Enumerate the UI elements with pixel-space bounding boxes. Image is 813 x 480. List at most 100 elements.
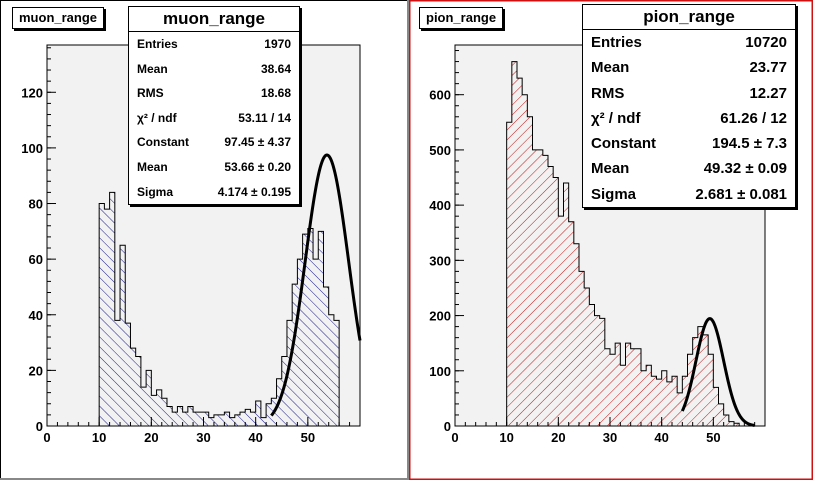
histogram-bin — [708, 354, 714, 426]
histogram-bin — [517, 78, 523, 426]
stats-row: Mean 49.32 ± 0.09 — [583, 156, 795, 181]
histogram-bin — [255, 400, 261, 426]
stats-label: Sigma — [591, 185, 637, 203]
y-tick-label: 40 — [29, 308, 43, 323]
stats-row: Sigma 4.174 ± 0.195 — [129, 180, 299, 205]
histogram-bin — [610, 354, 616, 426]
stats-label: Sigma — [137, 184, 174, 199]
histogram-bin — [511, 61, 517, 426]
histogram-bin — [661, 370, 667, 426]
histogram-bin — [620, 365, 626, 426]
stats-label: Mean — [137, 159, 168, 174]
histogram-bin — [718, 403, 724, 426]
histogram-bin — [734, 423, 740, 426]
histogram-bin — [641, 370, 647, 426]
stats-value: 53.66 ± 0.20 — [224, 159, 291, 174]
stats-label: χ² / ndf — [137, 110, 177, 125]
histogram-bin — [728, 421, 734, 426]
histogram-bin — [542, 155, 548, 426]
histogram-bin — [240, 412, 246, 426]
x-tick-label: 40 — [248, 430, 262, 445]
histogram-bin — [646, 365, 652, 426]
histogram-bin — [527, 116, 533, 427]
histogram-bin — [213, 414, 220, 426]
histogram-bin — [266, 403, 272, 426]
histogram-bin — [161, 398, 167, 426]
histogram-bin — [198, 412, 204, 426]
histogram-bin — [234, 414, 241, 426]
stats-value: 38.64 — [260, 61, 291, 76]
x-tick-label: 50 — [301, 430, 315, 445]
histogram-bin — [193, 412, 199, 426]
stats-row: χ² / ndf 53.11 / 14 — [129, 106, 299, 131]
y-tick-label: 300 — [429, 253, 451, 268]
stats-row: RMS 18.68 — [129, 81, 299, 106]
pion-range-pad[interactable]: 0 10 20 30 40 50 0 100 200 300 400 500 600 pion_rang… — [409, 0, 813, 480]
histogram-outline — [98, 191, 340, 426]
stats-row: Constant 97.45 ± 4.37 — [129, 130, 299, 155]
histogram-bin — [568, 221, 574, 426]
x-tick-label: 10 — [499, 430, 513, 445]
histogram-bin — [635, 348, 641, 426]
stats-value: 1970 — [264, 37, 291, 51]
histogram-bin — [114, 320, 121, 426]
muon-range-stats-box: muon_range Entries 1970 Mean 38.64 RMS 18.68 χ… — [128, 6, 300, 206]
histogram-bin — [135, 356, 141, 426]
histogram-bin — [594, 315, 600, 426]
stats-value: 10720 — [745, 34, 787, 51]
stats-row: Sigma 2.681 ± 0.081 — [583, 182, 795, 207]
stats-row: RMS 12.27 — [583, 81, 795, 106]
histogram-bin — [328, 314, 334, 426]
stats-label: Constant — [591, 135, 656, 153]
histogram-bin — [260, 417, 267, 426]
y-tick-label: 20 — [29, 363, 43, 378]
stats-row: Mean 53.66 ± 0.20 — [129, 155, 299, 180]
histogram-bin — [692, 337, 698, 426]
y-tick-label: 80 — [29, 197, 43, 212]
histogram-bin — [130, 348, 136, 426]
histogram-bars — [99, 192, 340, 426]
muon-range-pad-label: muon_range — [12, 7, 105, 29]
stats-value: 4.174 ± 0.195 — [217, 184, 291, 199]
stats-label: RMS — [591, 84, 625, 102]
y-tick-label: 60 — [29, 252, 43, 267]
pion-range-stats-box: pion_range Entries 10720 Mean 23.77 RMS 12.27… — [582, 4, 796, 209]
x-tick-label: 50 — [706, 430, 720, 445]
x-tick-label: 0 — [43, 430, 50, 445]
histogram-bin — [292, 284, 298, 426]
histogram-bin — [323, 286, 329, 426]
histogram-bin — [140, 387, 147, 426]
stats-title: pion_range — [583, 5, 795, 30]
stats-row: Entries 1970 — [129, 32, 299, 57]
histogram-bin — [651, 376, 657, 426]
stats-row: Mean 23.77 — [583, 55, 795, 80]
stats-value: 12.27 — [749, 84, 787, 102]
histogram-bin — [250, 412, 256, 426]
muon-range-pad[interactable]: 0 10 20 30 40 50 0 20 40 60 80 100 120 muon_range mu… — [0, 0, 409, 480]
histogram-bin — [672, 376, 678, 426]
x-tick-label: 10 — [92, 430, 106, 445]
histogram-bin — [599, 318, 605, 426]
y-tick-label: 120 — [21, 85, 43, 100]
stats-label: RMS — [137, 86, 164, 101]
histogram-bin — [125, 323, 131, 426]
histogram-bin — [313, 259, 319, 426]
histogram-bin — [172, 412, 178, 426]
histogram-bin — [203, 412, 209, 426]
stats-value: 97.45 ± 4.37 — [224, 135, 291, 150]
stats-value: 49.32 ± 0.09 — [703, 160, 787, 178]
histogram-bin — [99, 203, 105, 426]
histogram-bin — [522, 94, 528, 427]
histogram-bin — [224, 412, 230, 426]
histogram-bin — [666, 381, 672, 426]
stats-label: Mean — [591, 160, 630, 178]
histogram-bin — [713, 387, 719, 426]
x-tick-label: 20 — [144, 430, 158, 445]
histogram-bin — [166, 406, 173, 426]
y-tick-label: 0 — [444, 419, 451, 434]
histogram-bin — [589, 304, 595, 426]
stats-value: 194.5 ± 7.3 — [712, 135, 787, 153]
stats-title: muon_range — [129, 7, 299, 32]
stats-value: 2.681 ± 0.081 — [695, 185, 787, 203]
stats-label: Mean — [591, 59, 630, 77]
